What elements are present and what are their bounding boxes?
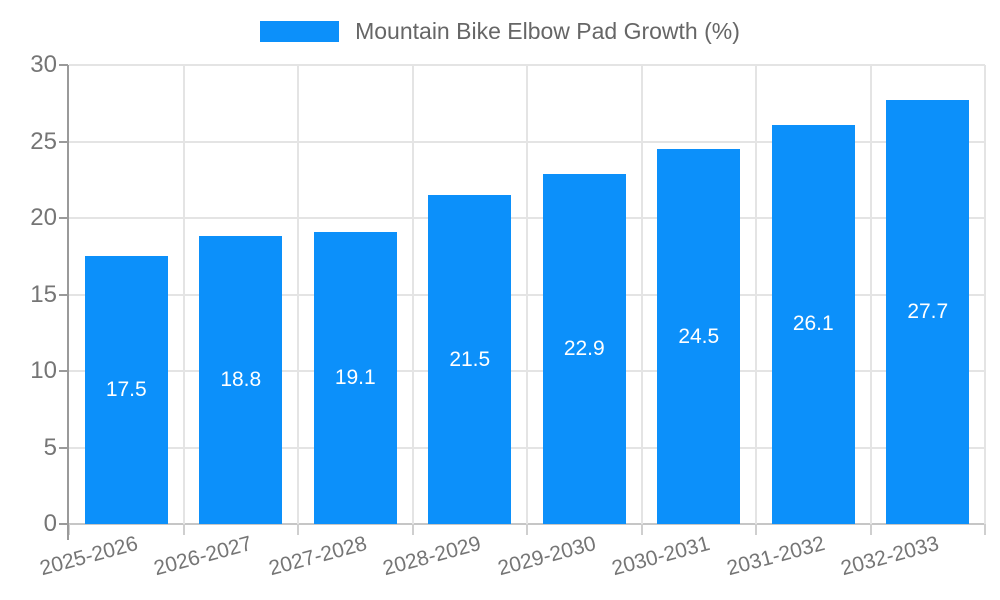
y-axis-tick [59, 217, 68, 219]
legend-swatch-icon [260, 21, 340, 42]
bar[interactable] [84, 256, 168, 524]
x-axis-tick [755, 524, 757, 535]
x-gridline [755, 65, 757, 524]
x-tick-label: 2026-2027 [151, 532, 255, 581]
bar-value-label: 24.5 [678, 324, 720, 348]
bar[interactable] [313, 231, 397, 524]
bar-value-label: 17.5 [105, 378, 147, 402]
x-tick-label: 2032-2033 [838, 532, 942, 581]
legend[interactable]: Mountain Bike Elbow Pad Growth (%) [0, 18, 1000, 45]
bar-value-label: 22.9 [563, 336, 605, 360]
bar-value-label: 26.1 [792, 312, 834, 336]
x-axis-tick [411, 524, 414, 535]
y-tick-label: 30 [30, 51, 57, 78]
bar-value-label: 27.7 [907, 300, 949, 324]
x-gridline [411, 65, 414, 524]
x-axis-tick [869, 524, 872, 535]
y-axis-line [67, 65, 69, 540]
x-gridline [297, 65, 299, 524]
x-gridline [526, 65, 528, 524]
y-axis-tick [59, 64, 68, 66]
x-gridline [640, 65, 643, 524]
x-tick-label: 2031-2032 [724, 532, 828, 581]
y-axis-tick [59, 370, 68, 372]
x-axis-tick [182, 524, 185, 535]
y-tick-label: 10 [30, 357, 57, 384]
bar[interactable] [428, 195, 512, 524]
x-axis-tick [640, 524, 643, 535]
y-tick-label: 15 [30, 280, 57, 308]
bar[interactable] [199, 236, 283, 524]
x-axis-tick [297, 524, 299, 535]
bar[interactable] [542, 173, 626, 524]
y-tick-label: 0 [43, 510, 57, 537]
x-gridline [869, 65, 872, 524]
x-axis-tick [526, 524, 528, 535]
y-tick-label: 25 [30, 127, 57, 155]
y-axis-tick [59, 293, 68, 296]
x-tick-label: 2025-2026 [37, 532, 141, 581]
bar-value-label: 19.1 [334, 365, 376, 389]
x-gridline [182, 65, 185, 524]
bar-value-label: 18.8 [220, 368, 262, 392]
x-axis-tick [68, 524, 70, 535]
bar[interactable] [886, 100, 970, 524]
bar[interactable] [657, 149, 741, 524]
x-axis-tick [984, 524, 986, 535]
y-axis-tick [59, 523, 68, 525]
y-tick-label: 5 [43, 433, 57, 461]
x-gridline [984, 65, 986, 524]
bar-value-label: 21.5 [449, 347, 491, 371]
y-tick-label: 20 [30, 204, 57, 231]
x-tick-label: 2028-2029 [380, 532, 484, 581]
y-axis-tick [59, 446, 68, 449]
bar[interactable] [771, 124, 855, 524]
y-axis-tick [59, 140, 68, 143]
legend-label: Mountain Bike Elbow Pad Growth (%) [355, 18, 740, 44]
x-tick-label: 2030-2031 [609, 532, 713, 581]
x-tick-label: 2029-2030 [495, 532, 599, 581]
x-tick-label: 2027-2028 [266, 532, 370, 581]
